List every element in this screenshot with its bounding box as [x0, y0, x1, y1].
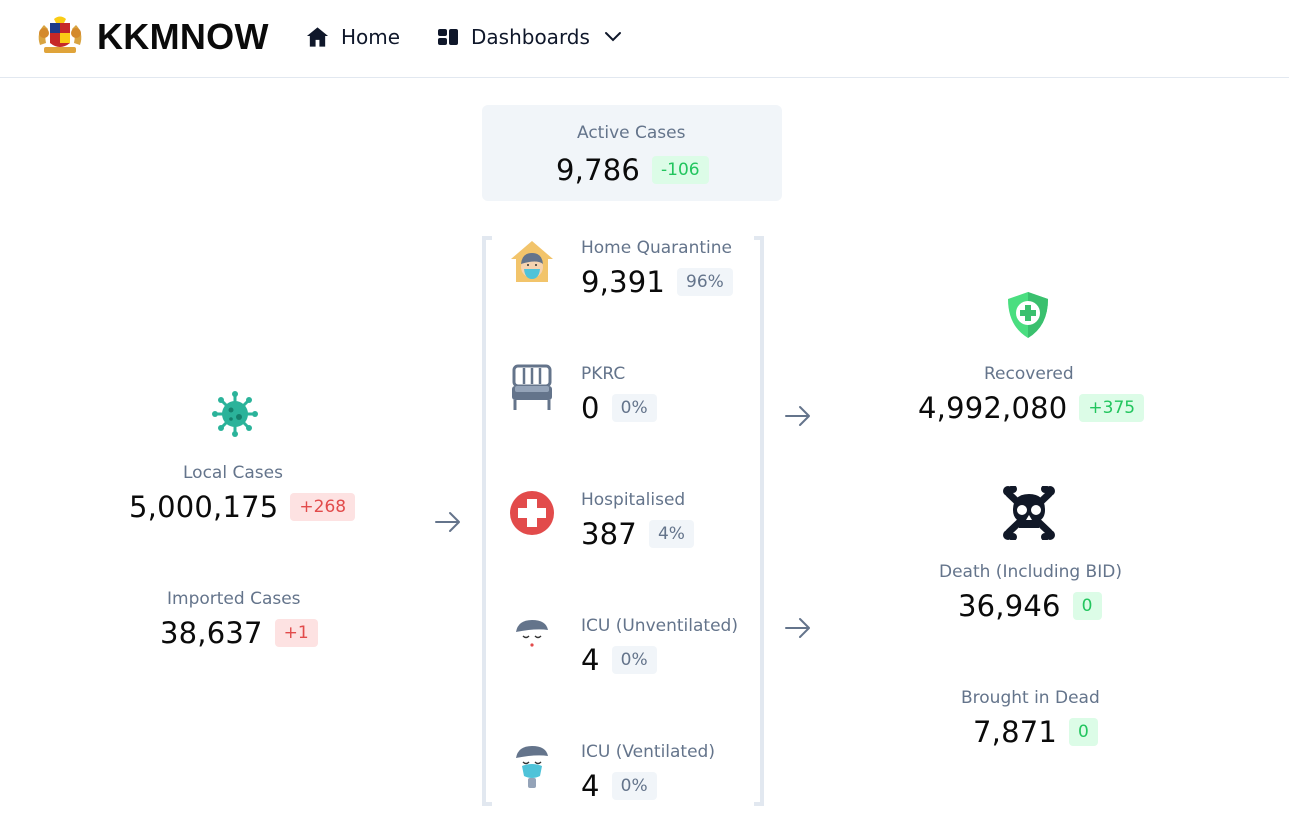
active-cases-label: Active Cases — [577, 123, 686, 143]
bed-icon — [511, 364, 553, 416]
bracket-right — [754, 236, 764, 806]
hospitalised-value: 387 — [581, 517, 637, 551]
bracket-left — [482, 236, 492, 806]
home-quarantine-value: 9,391 — [581, 265, 666, 299]
pkrc-label: PKRC — [581, 364, 626, 384]
arrow-right-icon — [434, 510, 462, 538]
imported-cases-value-row: 38,637 +1 — [160, 616, 318, 650]
death-label: Death (Including BID) — [939, 562, 1122, 582]
hospitalised-value-row: 387 4% — [581, 517, 694, 551]
brand-title[interactable]: KKMNOW — [97, 16, 269, 57]
nav-dashboards[interactable]: Dashboards — [437, 22, 622, 52]
chevron-down-icon[interactable] — [604, 31, 622, 43]
home-quarantine-value-row: 9,391 96% — [581, 265, 733, 299]
shield-cross-icon — [1006, 290, 1050, 344]
bid-delta-badge: 0 — [1069, 718, 1098, 746]
arrow-right-icon — [784, 616, 812, 644]
icu-ventilated-label: ICU (Ventilated) — [581, 742, 715, 762]
active-cases-value: 9,786 — [556, 153, 641, 187]
imported-cases-delta-badge: +1 — [274, 619, 318, 647]
icu-unventilated-value-row: 4 0% — [581, 643, 657, 677]
icu-unventilated-pct-badge: 0% — [611, 646, 657, 674]
local-cases-value: 5,000,175 — [129, 490, 279, 524]
icu-unventilated-label: ICU (Unventilated) — [581, 616, 738, 636]
death-delta-badge: 0 — [1072, 592, 1102, 620]
home-quarantine-label: Home Quarantine — [581, 238, 732, 258]
bid-value: 7,871 — [973, 715, 1058, 749]
local-cases-value-row: 5,000,175 +268 — [129, 490, 356, 524]
skull-crossbones-icon — [1003, 485, 1055, 544]
hospitalised-pct-badge: 4% — [648, 520, 694, 548]
pkrc-value: 0 — [581, 391, 600, 425]
top-navbar: KKMNOW Home Dashboards — [0, 0, 1289, 78]
virus-icon — [212, 390, 258, 442]
recovered-label: Recovered — [984, 364, 1074, 384]
bid-label: Brought in Dead — [961, 688, 1100, 708]
icu-ventilated-value: 4 — [581, 769, 600, 803]
icu-ventilated-pct-badge: 0% — [611, 772, 657, 800]
bid-value-row: 7,871 0 — [973, 715, 1098, 749]
recovered-delta-badge: +375 — [1079, 394, 1145, 422]
nav-home[interactable]: Home — [306, 22, 400, 52]
imported-cases-value: 38,637 — [160, 616, 263, 650]
local-cases-label: Local Cases — [183, 463, 283, 483]
death-value-row: 36,946 0 — [958, 589, 1102, 623]
home-quarantine-pct-badge: 96% — [677, 268, 733, 296]
icu-ventilated-icon — [514, 744, 550, 794]
recovered-value-row: 4,992,080 +375 — [918, 391, 1145, 425]
dashboards-icon — [437, 28, 459, 46]
nav-home-label: Home — [341, 25, 401, 49]
active-cases-delta-badge: -106 — [652, 156, 709, 184]
hospital-cross-icon — [509, 490, 555, 540]
active-cases-value-row: 9,786 -106 — [556, 153, 709, 187]
nav-dashboards-label: Dashboards — [471, 25, 590, 49]
icu-ventilated-value-row: 4 0% — [581, 769, 657, 803]
active-cases-card — [482, 105, 782, 201]
pkrc-pct-badge: 0% — [611, 394, 657, 422]
icu-unventilated-value: 4 — [581, 643, 600, 677]
icu-unventilated-icon — [514, 618, 550, 656]
recovered-value: 4,992,080 — [918, 391, 1068, 425]
hospitalised-label: Hospitalised — [581, 490, 686, 510]
death-value: 36,946 — [958, 589, 1061, 623]
pkrc-value-row: 0 0% — [581, 391, 657, 425]
imported-cases-label: Imported Cases — [167, 589, 301, 609]
local-cases-delta-badge: +268 — [290, 493, 356, 521]
home-icon — [306, 26, 329, 48]
malaysia-coat-of-arms-icon[interactable] — [34, 15, 86, 57]
home-quarantine-icon — [510, 239, 554, 287]
arrow-right-icon — [784, 404, 812, 432]
